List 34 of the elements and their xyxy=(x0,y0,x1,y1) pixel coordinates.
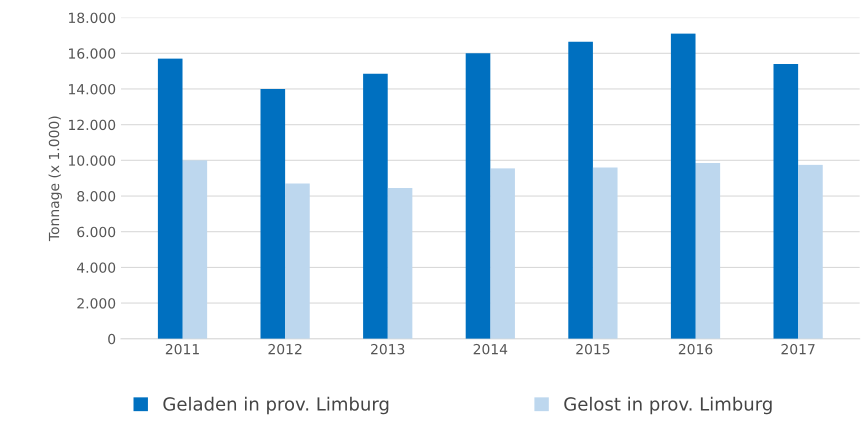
bar xyxy=(490,168,515,339)
bar xyxy=(696,163,720,339)
y-tick-label: 12.000 xyxy=(69,120,116,130)
bar xyxy=(388,188,412,339)
x-tick-label: 2012 xyxy=(268,344,302,354)
x-tick-label: 2011 xyxy=(166,344,199,354)
y-tick-label: 10.000 xyxy=(69,155,116,166)
bar xyxy=(466,53,490,339)
y-tick-label: 2.000 xyxy=(77,298,116,309)
bar xyxy=(158,58,183,339)
y-tick-label: 16.000 xyxy=(69,48,116,59)
y-tick-label: 0 xyxy=(108,334,116,344)
y-axis-title: Tonnage (x 1.000) xyxy=(48,116,62,242)
bar xyxy=(260,88,286,339)
x-tick-label: 2013 xyxy=(371,344,404,354)
y-tick-label: 14.000 xyxy=(69,84,116,94)
y-tick-label: 4.000 xyxy=(77,262,116,273)
bar xyxy=(773,64,798,339)
bar xyxy=(798,164,823,339)
x-tick-label: 2016 xyxy=(678,344,712,354)
y-tick-label: 6.000 xyxy=(77,226,116,238)
bar xyxy=(363,74,388,339)
y-tick-label: 8.000 xyxy=(77,191,116,202)
bar xyxy=(592,167,618,339)
x-tick-label: 2014 xyxy=(474,344,508,354)
bar xyxy=(670,34,696,339)
bar xyxy=(568,42,593,339)
x-tick-label: 2017 xyxy=(781,344,815,354)
x-tick-label: 2015 xyxy=(576,344,610,354)
legend-label: Geladen in prov. Limburg xyxy=(163,396,388,414)
bar xyxy=(285,184,310,339)
legend-label: Gelost in prov. Limburg xyxy=(564,396,772,414)
y-tick-label: 18.000 xyxy=(69,12,116,24)
bar xyxy=(182,160,208,339)
